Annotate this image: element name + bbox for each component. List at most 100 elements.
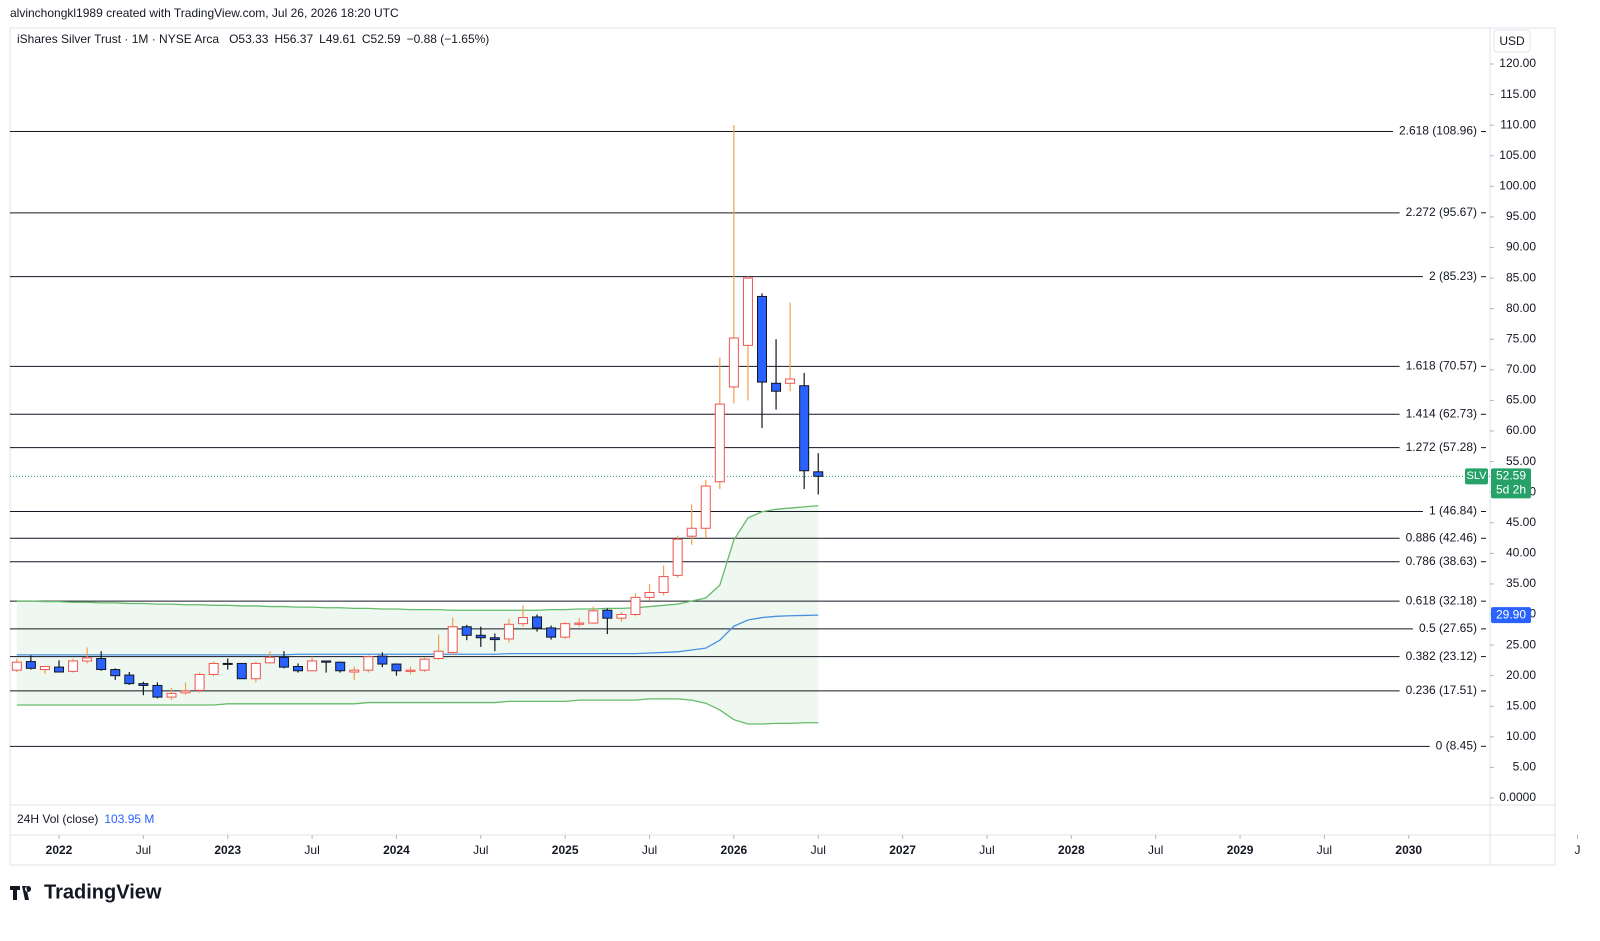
fib-label: 1.414 (62.73) (1406, 406, 1477, 420)
y-tick-label: 75.00 (1506, 331, 1536, 345)
candle-body (11, 661, 22, 671)
candle-body (25, 661, 36, 669)
candle-body (757, 295, 767, 383)
candle-body (96, 658, 107, 671)
x-tick-label: Jul (304, 843, 319, 857)
y-tick-label: 55.00 (1506, 454, 1536, 468)
x-tick-label: 2027 (889, 843, 916, 857)
x-tick-label: J (1574, 843, 1580, 857)
candle-body (293, 665, 304, 672)
band-line (16, 614, 819, 656)
candle-body (560, 623, 571, 638)
x-tick-label: 2030 (1395, 843, 1422, 857)
symbol-label: SLV (1467, 470, 1488, 482)
candle-body (658, 576, 669, 593)
last-price-label: 52.59 (1496, 468, 1526, 482)
legend-value: 52.59 (371, 32, 401, 46)
fib-label: 2 (85.23) (1429, 269, 1477, 283)
candle-body (180, 690, 191, 694)
y-tick-label: 35.00 (1506, 576, 1536, 590)
logo-text: TradingView (44, 881, 162, 903)
band-price-label: 29.90 (1496, 607, 1526, 621)
fib-label: 0.786 (38.63) (1406, 554, 1477, 568)
legend: iShares Silver Trust · 1M · NYSE Arca O53… (17, 32, 489, 46)
fib-label: 0.236 (17.51) (1406, 683, 1477, 697)
fib-label: 1.272 (57.28) (1406, 440, 1477, 454)
candle-body (630, 596, 641, 616)
legend-key: O (229, 32, 238, 46)
candle-body (461, 626, 472, 636)
y-tick-label: 100.00 (1499, 179, 1536, 193)
fib-label: 1.618 (70.57) (1406, 359, 1477, 373)
y-tick-label: 25.00 (1506, 637, 1536, 651)
candle-body (714, 403, 725, 483)
x-tick-label: Jul (811, 843, 826, 857)
band-line (16, 504, 819, 611)
x-tick-label: 2029 (1227, 843, 1254, 857)
y-tick-label: 115.00 (1500, 87, 1536, 101)
candle-body (54, 666, 64, 673)
candle-body (264, 656, 275, 664)
candle-body (152, 684, 163, 698)
candle-body (68, 660, 79, 672)
candle-body (644, 591, 655, 598)
y-tick-label: 20.00 (1506, 668, 1536, 682)
legend-value: 49.61 (326, 32, 356, 46)
legend-key: C (362, 32, 371, 46)
candle-body (686, 527, 697, 537)
y-tick-label: 95.00 (1506, 209, 1536, 223)
y-tick-label: 60.00 (1506, 423, 1536, 437)
header: alvinchongkl1989 created with TradingVie… (10, 6, 399, 20)
x-tick-label: Jul (1317, 843, 1332, 857)
y-tick-label: 80.00 (1506, 301, 1536, 315)
countdown-label: 5d 2h (1496, 482, 1526, 496)
candle-body (39, 665, 50, 671)
y-tick-label: 15.00 (1506, 698, 1536, 712)
candle-body (208, 662, 219, 675)
fib-label: 2.272 (95.67) (1406, 205, 1477, 219)
currency-box (1493, 29, 1531, 53)
legend-key: H (274, 32, 283, 46)
candle-body (321, 660, 332, 663)
x-tick-label: 2024 (383, 843, 410, 857)
candle-body (335, 661, 346, 672)
logo-icon (10, 886, 32, 900)
y-tick-label: 120.00 (1499, 56, 1536, 70)
candle-body (503, 623, 514, 640)
candle-body (124, 674, 135, 685)
x-tick-label: Jul (1148, 843, 1163, 857)
legend-change: −0.88 (−1.65%) (407, 32, 490, 46)
currency: USD (1499, 34, 1525, 48)
fib-label: 0.618 (32.18) (1406, 593, 1477, 607)
fib-label: 0.5 (27.65) (1419, 621, 1477, 635)
legend-value: 56.37 (283, 32, 313, 46)
candle-body (728, 337, 739, 388)
y-tick-label: 90.00 (1506, 240, 1536, 254)
x-tick-label: 2026 (721, 843, 748, 857)
candle-body (349, 669, 360, 673)
fib-label: 1 (46.84) (1429, 504, 1477, 518)
candle-body (672, 538, 683, 576)
candle-body (250, 662, 261, 680)
candle-body (700, 485, 711, 529)
candle-body (489, 637, 500, 641)
candle-body (588, 610, 599, 624)
candle-body (307, 660, 318, 672)
x-tick-label: Jul (642, 843, 657, 857)
candle-body (110, 669, 121, 677)
x-tick-label: 2028 (1058, 843, 1085, 857)
legend-value: 53.33 (238, 32, 268, 46)
y-tick-label: 10.00 (1506, 729, 1536, 743)
candle-body (799, 385, 810, 472)
candle-body (532, 616, 543, 629)
y-tick-label: 45.00 (1506, 515, 1536, 529)
candle-body (447, 626, 458, 653)
x-tick-label: Jul (136, 843, 151, 857)
fib-label: 0 (8.45) (1436, 738, 1477, 752)
candle-body (602, 609, 613, 619)
x-tick-label: Jul (979, 843, 994, 857)
x-tick-label: Jul (473, 843, 488, 857)
candle-body (166, 692, 177, 698)
y-tick-label: 110.00 (1500, 117, 1536, 131)
x-tick-label: 2022 (46, 843, 73, 857)
